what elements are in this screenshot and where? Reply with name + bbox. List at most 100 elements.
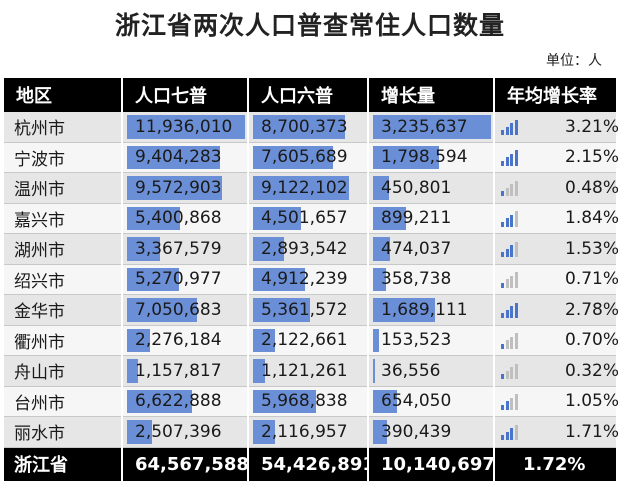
growth-cell-bar [373, 420, 388, 444]
census7-cell-bar [127, 145, 220, 169]
census7-cell: 5,270,977 [122, 264, 249, 295]
census7-cell: 3,367,579 [122, 233, 249, 265]
region-cell: 舟山市 [4, 355, 123, 387]
signal-bar [505, 431, 509, 440]
region-cell: 绍兴市 [4, 264, 123, 295]
rate-value: 2.15% [565, 147, 620, 168]
census7-cell: 2,276,184 [122, 325, 249, 356]
signal-bar [505, 126, 509, 135]
census7-cell-value: 1,157,817 [135, 360, 222, 381]
signal-bars-icon [501, 241, 519, 257]
region-cell: 台州市 [4, 386, 123, 417]
growth-cell: 450,801 [368, 172, 495, 204]
growth-cell: 358,738 [368, 264, 495, 295]
total-growth-value: 10,140,697 [381, 453, 495, 475]
census7-cell: 11,936,010 [122, 112, 249, 143]
signal-bars-icon [501, 211, 519, 227]
rate-cell: 1.53% [494, 233, 619, 265]
census7-cell-bar [127, 267, 180, 291]
census7-cell: 6,622,888 [122, 386, 249, 417]
signal-bars-icon [501, 272, 519, 288]
signal-bar [505, 218, 509, 227]
region-cell: 温州市 [4, 172, 123, 204]
growth-cell: 1,798,594 [368, 142, 495, 173]
census6-cell-bar [253, 359, 265, 383]
rate-value: 3.21% [565, 116, 620, 137]
census6-cell-value: 2,893,542 [261, 238, 348, 259]
rate-cell: 1.05% [494, 386, 619, 417]
growth-cell-bar [373, 115, 491, 139]
census6-cell-bar [253, 145, 334, 169]
census6-cell-bar [253, 298, 310, 322]
signal-bar [505, 279, 509, 288]
table-row: 湖州市 3,367,579 2,893,542 474,037 1.53% [4, 233, 619, 265]
region-cell: 金华市 [4, 294, 123, 326]
table-row: 金华市 7,050,683 5,361,572 1,689,111 2.78% [4, 294, 619, 326]
signal-bar [514, 272, 518, 288]
region-cell: 湖州市 [4, 233, 123, 265]
signal-bar [514, 394, 518, 410]
signal-bar [501, 435, 504, 440]
census6-cell: 5,361,572 [248, 294, 369, 326]
signal-bars-icon [501, 333, 519, 349]
signal-bars-icon [501, 150, 519, 166]
growth-cell-bar [373, 389, 397, 413]
signal-bar [510, 367, 513, 379]
census7-cell-value: 3,367,579 [135, 238, 222, 259]
census6-cell-bar [253, 420, 276, 444]
census6-cell: 5,968,838 [248, 386, 369, 417]
signal-bar [514, 241, 518, 257]
signal-bar [510, 214, 513, 227]
signal-bar [510, 123, 513, 135]
growth-cell: 474,037 [368, 233, 495, 265]
census7-cell-value: 6,622,888 [135, 391, 222, 412]
census6-cell-value: 4,501,657 [261, 208, 348, 229]
growth-cell-value: 1,689,111 [381, 299, 468, 320]
census7-cell: 1,157,817 [122, 355, 249, 387]
census6-cell: 2,893,542 [248, 233, 369, 265]
census7-cell-bar [127, 298, 197, 322]
census7-cell-bar [127, 359, 139, 383]
population-table: 地区 人口七普 人口六普 增长量 年均增长率 杭州市 11,936,010 8,70… [4, 78, 620, 481]
census7-cell-bar [127, 176, 222, 200]
region-cell: 宁波市 [4, 142, 123, 173]
growth-cell-value: 474,037 [381, 238, 452, 259]
unit-label: 单位：人 [546, 53, 602, 69]
table-row: 绍兴市 5,270,977 4,912,239 358,738 0.71% [4, 264, 619, 295]
census6-cell: 8,700,373 [248, 112, 369, 143]
total-rate: 1.72% [494, 447, 616, 481]
census7-cell-value: 7,050,683 [135, 299, 222, 320]
signal-bar [501, 160, 504, 166]
signal-bar [510, 306, 513, 318]
census6-cell-bar [253, 389, 316, 413]
census6-cell-value: 2,116,957 [261, 421, 348, 442]
census7-cell-bar [127, 206, 181, 230]
growth-cell-value: 899,211 [381, 208, 452, 229]
region-cell: 杭州市 [4, 112, 123, 143]
growth-cell-value: 3,235,637 [381, 116, 468, 137]
growth-cell-bar [373, 237, 391, 261]
census6-cell-bar [253, 267, 305, 291]
signal-bars-icon [501, 302, 519, 318]
signal-bar [514, 302, 518, 318]
rate-value: 0.32% [565, 360, 620, 381]
header-census7: 人口七普 [122, 78, 249, 112]
census7-cell: 7,050,683 [122, 294, 249, 326]
table-row: 舟山市 1,157,817 1,121,261 36,556 0.32% [4, 355, 620, 387]
signal-bar [510, 245, 513, 257]
growth-cell-value: 390,439 [381, 421, 452, 442]
rate-cell: 0.32% [494, 355, 620, 387]
total-census6-value: 54,426,891 [261, 453, 375, 475]
growth-cell: 654,050 [368, 386, 495, 417]
header-rate: 年均增长率 [494, 78, 616, 112]
signal-bar [501, 282, 504, 288]
census6-cell: 2,122,661 [248, 325, 369, 356]
census6-cell-value: 1,121,261 [261, 360, 348, 381]
growth-cell-value: 36,556 [381, 360, 441, 381]
census7-cell: 5,400,868 [122, 203, 249, 234]
signal-bar [514, 180, 518, 196]
signal-bar [501, 404, 504, 410]
census6-cell-value: 8,700,373 [261, 116, 348, 137]
signal-bar [514, 363, 518, 379]
signal-bar [505, 340, 509, 349]
